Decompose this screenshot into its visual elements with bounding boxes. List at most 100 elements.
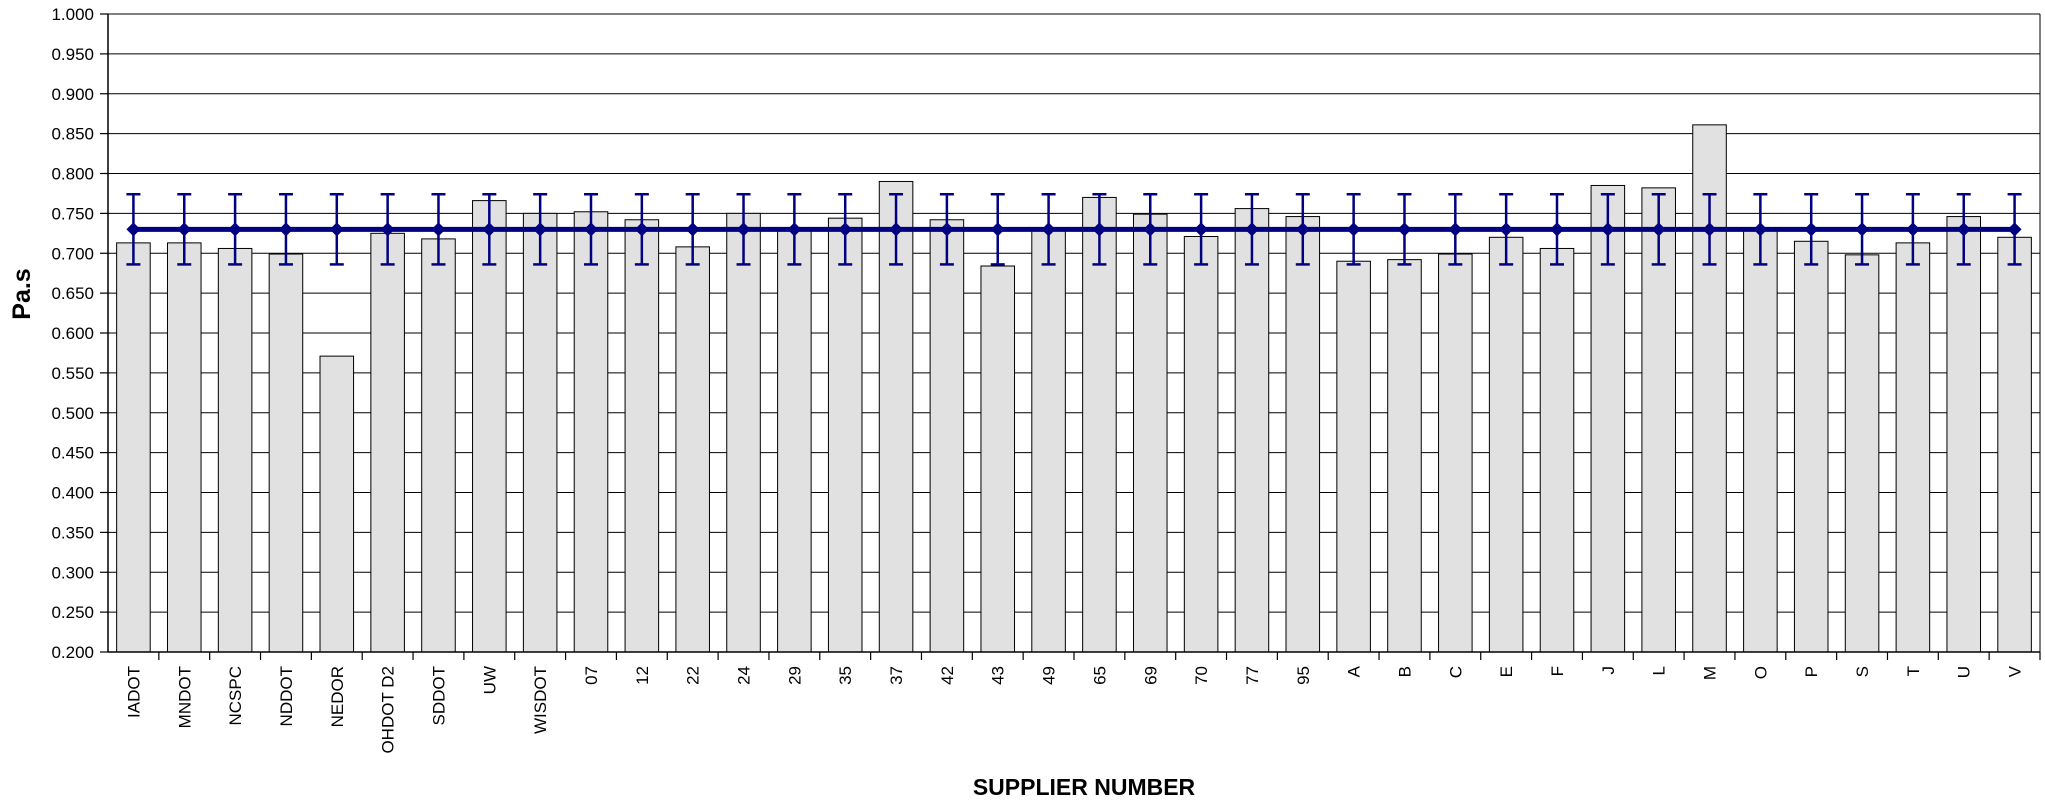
x-tick-label: 49 [1040, 666, 1059, 685]
bar [217, 247, 253, 653]
bar [980, 265, 1016, 653]
mean-point [685, 222, 700, 237]
x-tick-label: OHDOT D2 [379, 666, 398, 754]
x-tick-label: 43 [989, 666, 1008, 685]
y-tick-label: 1.000 [51, 5, 94, 24]
x-tick-label: U [1955, 666, 1974, 678]
bar [1743, 229, 1778, 653]
y-tick-label: 0.800 [51, 165, 94, 184]
x-tick-label: A [1345, 665, 1364, 677]
x-tick-label: L [1650, 666, 1669, 675]
y-tick-label: 0.400 [51, 484, 94, 503]
x-tick-label: 42 [938, 666, 957, 685]
mean-point [177, 222, 192, 237]
mean-point [1244, 222, 1259, 237]
bar [1132, 213, 1168, 653]
bar [827, 217, 863, 653]
bar [370, 232, 405, 653]
bar [777, 229, 812, 653]
bar [1895, 242, 1931, 653]
mean-point [329, 222, 344, 237]
y-tick-label: 0.450 [51, 444, 94, 463]
mean-point [1194, 222, 1209, 237]
mean-point [939, 222, 954, 237]
mean-point [1550, 222, 1564, 237]
mean-point [1448, 222, 1463, 237]
mean-point [2007, 222, 2022, 237]
mean-point [990, 222, 1005, 237]
mean-point [1804, 222, 1819, 237]
y-tick-label: 0.650 [51, 284, 94, 303]
mean-point [634, 222, 649, 237]
mean-point [1295, 222, 1310, 237]
mean-point [533, 222, 548, 237]
x-tick-label: 24 [735, 666, 754, 685]
mean-point [228, 222, 243, 237]
mean-point [1499, 222, 1514, 237]
x-tick-label: UW [480, 666, 499, 694]
mean-point [380, 222, 395, 237]
mean-point [126, 222, 141, 237]
bar [573, 211, 609, 653]
mean-point [584, 222, 598, 237]
x-tick-label: J [1599, 666, 1618, 675]
x-tick-label: M [1701, 666, 1720, 680]
x-tick-label: C [1446, 666, 1465, 678]
y-tick-label: 0.600 [51, 324, 94, 343]
mean-point [838, 222, 853, 237]
x-tick-label: F [1548, 666, 1567, 676]
x-tick-label: 65 [1090, 666, 1109, 685]
mean-point [482, 222, 497, 237]
x-tick-label: NCSPC [226, 666, 245, 726]
x-tick-label: O [1751, 666, 1770, 679]
x-tick-label: B [1395, 666, 1414, 677]
bar [1997, 236, 2032, 653]
bar [1285, 216, 1321, 653]
mean-point [1092, 222, 1107, 237]
bar [726, 212, 761, 653]
bar [1793, 240, 1829, 653]
mean-point [787, 222, 802, 237]
bar [166, 242, 202, 653]
bar [116, 242, 151, 653]
bar [472, 200, 507, 653]
bar [1336, 260, 1371, 653]
x-tick-label: S [1853, 666, 1872, 677]
mean-point [889, 222, 904, 237]
mean-point [1753, 222, 1768, 237]
mean-point [1600, 222, 1615, 237]
x-tick-label: NDDOT [277, 666, 296, 726]
mean-point [278, 222, 293, 237]
bars [116, 124, 2032, 653]
bar [1387, 259, 1422, 653]
x-tick-label: IADOT [124, 666, 143, 718]
bar [1539, 247, 1575, 653]
x-tick-label: 69 [1141, 666, 1160, 685]
x-tick-label: 35 [836, 666, 855, 685]
bar [624, 219, 660, 653]
bar [421, 238, 456, 653]
bar [929, 219, 965, 653]
x-tick-label: MNDOT [175, 666, 194, 728]
y-tick-label: 0.200 [51, 643, 94, 662]
y-tick-label: 0.850 [51, 125, 94, 144]
bar [1844, 254, 1880, 653]
x-tick-label: P [1802, 666, 1821, 677]
y-tick-label: 0.550 [51, 364, 94, 383]
bar [522, 212, 558, 653]
bar [1234, 208, 1270, 653]
bar [1438, 253, 1473, 653]
mean-point [431, 222, 446, 237]
y-axis-title: Pa.s [8, 268, 36, 319]
x-tick-label: E [1497, 666, 1516, 677]
y-tick-label: 0.750 [51, 204, 94, 223]
y-tick-label: 0.500 [51, 404, 94, 423]
x-tick-label: 70 [1192, 666, 1211, 685]
x-tick-label: SDDOT [429, 666, 448, 726]
axes: 0.200 0.250 0.300 0.350 0.400 0.450 0.500 0.550… [51, 5, 2041, 754]
mean-point [1956, 222, 1971, 237]
bar [268, 253, 304, 653]
mean-point [1346, 222, 1361, 237]
mean-point [1855, 222, 1870, 237]
